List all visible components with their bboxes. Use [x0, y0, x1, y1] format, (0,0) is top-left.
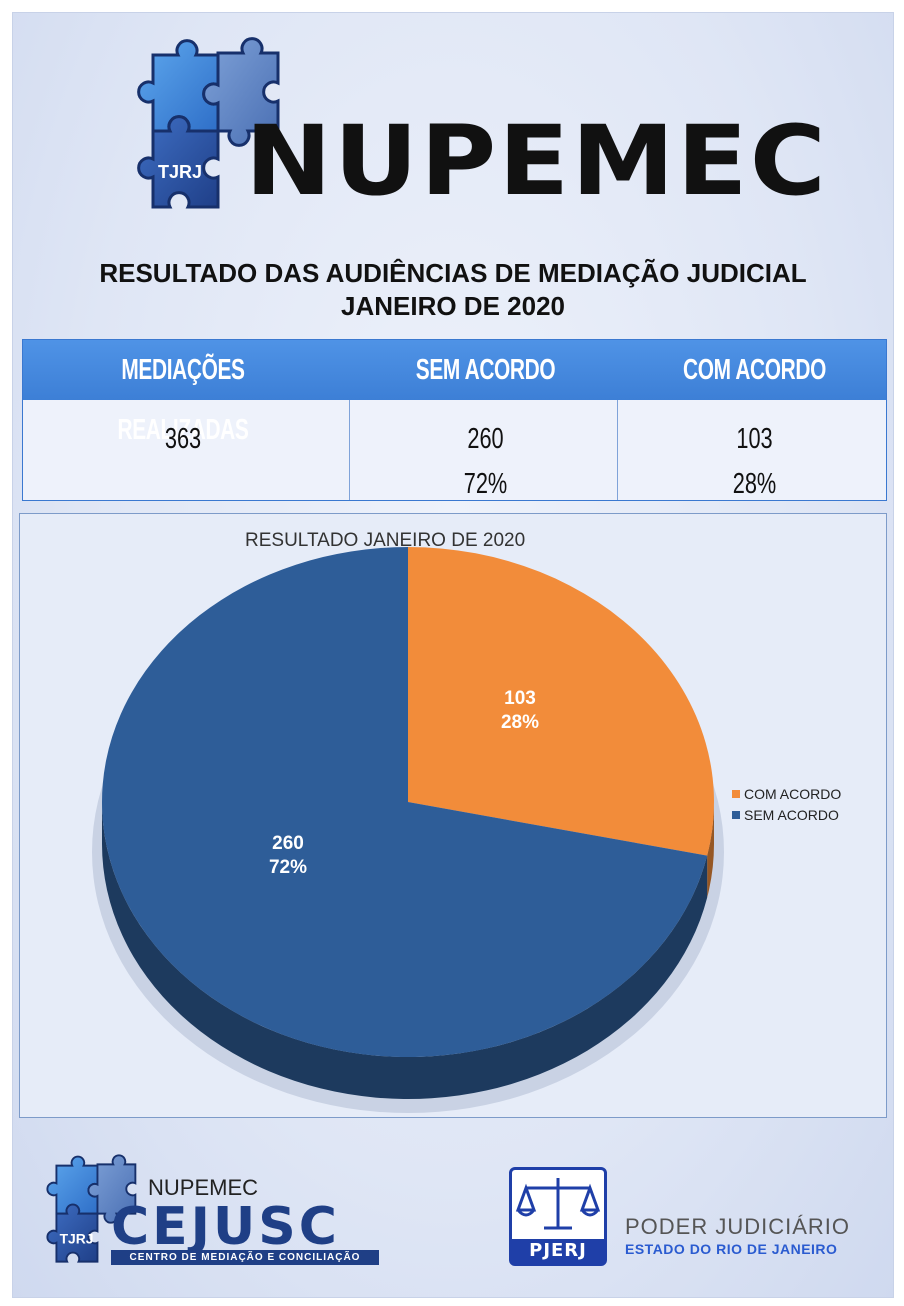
logo-badge-text: TJRJ: [158, 162, 202, 182]
legend-swatch: [732, 789, 740, 798]
scales-of-justice-icon: [515, 1178, 601, 1230]
summary-table: MEDIAÇÕES REALIZADAS SEM ACORDO COM ACOR…: [22, 339, 887, 501]
pie-label-value: 103: [504, 688, 536, 709]
poder-judiciario: PODER JUDICIÁRIO: [625, 1214, 851, 1239]
percent-sem-acordo: 72%: [463, 468, 508, 500]
column-header-realizadas: MEDIAÇÕES REALIZADAS: [117, 354, 249, 446]
puzzle-piece-bottom: [137, 115, 220, 209]
puzzle-piece-topright: [202, 37, 280, 147]
legend-label: COM ACORDO: [744, 785, 842, 802]
footer-cejusc-subtitle: CENTRO DE MEDIAÇÃO E CONCILIAÇÃO: [111, 1250, 379, 1265]
pie-label-percent: 28%: [501, 712, 539, 733]
brand-name: NUPEMEC: [245, 105, 828, 217]
footer-logo-badge-text: TJRJ: [60, 1230, 94, 1246]
pie-label-percent: 72%: [269, 857, 307, 878]
chart-title: RESULTADO JANEIRO DE 2020: [245, 530, 526, 551]
footer-cejusc: CEJUSC: [111, 1197, 340, 1257]
page: TJRJ NUPEMEC RESULTADO DAS AUDIÊNCIAS DE…: [12, 12, 894, 1298]
column-header-sem-acordo: SEM ACORDO: [415, 354, 556, 386]
page-title: RESULTADO DAS AUDIÊNCIAS DE MEDIAÇÃO JUD…: [99, 258, 807, 288]
estado-rio-de-janeiro: ESTADO DO RIO DE JANEIRO: [625, 1241, 838, 1257]
column-divider: [349, 400, 350, 500]
legend-label: SEM ACORDO: [744, 806, 839, 823]
pie-slice-side: [707, 802, 714, 898]
puzzle-logo: TJRJ: [137, 37, 280, 209]
pie-slice-side: [102, 802, 708, 1099]
legend-swatch: [732, 810, 740, 819]
column-divider: [617, 400, 618, 500]
pjerj-emblem: PJERJ: [509, 1167, 607, 1266]
pie-chart: 103 28% 260 72%: [92, 547, 724, 1113]
table-header: MEDIAÇÕES REALIZADAS SEM ACORDO COM ACOR…: [23, 340, 886, 446]
percent-com-acordo: 28%: [732, 468, 777, 500]
pie-slice-com-acordo: [408, 547, 714, 856]
legend-item-com-acordo: COM ACORDO: [732, 783, 841, 804]
count-com-acordo: 103: [736, 423, 773, 455]
count-sem-acordo: 260: [467, 423, 504, 455]
count-realizadas: 363: [164, 423, 202, 455]
pie-label-value: 260: [272, 833, 304, 854]
page-subtitle: JANEIRO DE 2020: [341, 291, 565, 321]
legend-item-sem-acordo: SEM ACORDO: [732, 804, 841, 825]
pjerj-label: PJERJ: [512, 1239, 604, 1263]
column-header-com-acordo: COM ACORDO: [683, 354, 826, 386]
pie-slice-sem-acordo: [101, 547, 708, 1057]
footer-nupemec: NUPEMEC: [148, 1175, 259, 1200]
chart-legend: COM ACORDO SEM ACORDO: [732, 783, 841, 825]
cejusc-puzzle-logo: TJRJ: [46, 1154, 137, 1263]
chart-area: RESULTADO JANEIRO DE 2020 103 28% 260 72% C…: [19, 513, 887, 1118]
